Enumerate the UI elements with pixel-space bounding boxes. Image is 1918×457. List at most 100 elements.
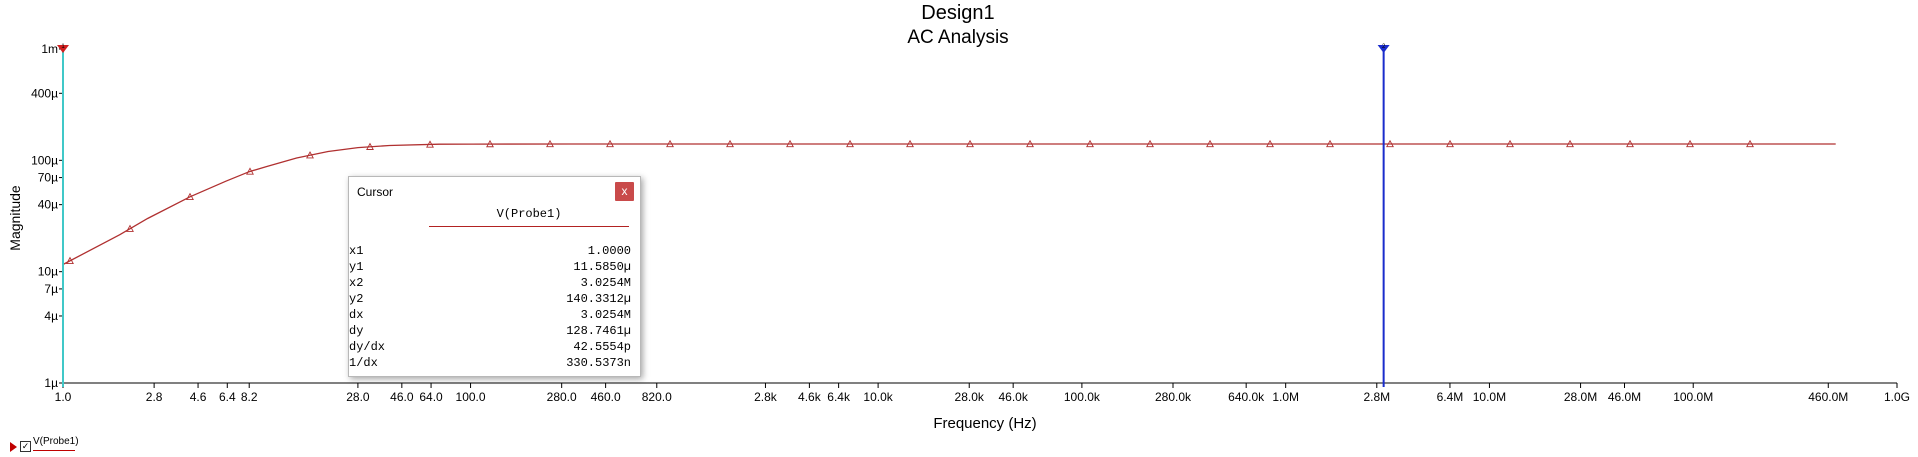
data-point-marker	[666, 139, 674, 148]
x-tick-label: 640.0k	[1228, 390, 1265, 404]
x-tick-label: 100.0	[456, 390, 486, 404]
x-tick-label: 4.6k	[798, 390, 822, 404]
cursor-row-value: 42.5554p	[573, 340, 631, 354]
cursor-row-dy: dy 128.7461µ	[349, 324, 631, 340]
data-point-marker	[726, 139, 734, 148]
plot-axes	[62, 49, 1897, 384]
data-point-marker	[486, 139, 494, 148]
cursor-row-1-dx: 1/dx 330.5373n	[349, 356, 631, 372]
x-tick-label: 6.4	[219, 390, 236, 404]
x-tick-label: 28.0k	[955, 390, 985, 404]
data-point-marker	[246, 167, 254, 175]
data-point-marker	[1206, 139, 1214, 148]
data-point-marker	[1686, 139, 1694, 148]
cursor-panel[interactable]: Cursor x V(Probe1) x1 1.0000 y1 11.5850µ x2 3…	[348, 176, 641, 377]
x-tick-label: 1.0G	[1884, 390, 1910, 404]
cursor-row-value: 3.0254M	[580, 276, 631, 290]
data-point-marker	[606, 139, 614, 148]
data-point-marker	[1266, 139, 1274, 148]
data-point-marker	[366, 142, 374, 150]
y-tick-label: 70µ	[38, 171, 58, 185]
data-point-marker	[1446, 139, 1454, 148]
legend-label: V(Probe1)	[33, 436, 79, 447]
x-tick-label: 6.4M	[1437, 390, 1464, 404]
legend-checkbox[interactable]: ✓	[20, 441, 31, 452]
x-tick-label: 10.0k	[863, 390, 893, 404]
cursor-row-value: 140.3312µ	[566, 292, 631, 306]
data-point-marker	[546, 139, 554, 148]
x-tick-label: 2.8M	[1363, 390, 1390, 404]
x-tick-label: 46.0	[390, 390, 414, 404]
y-tick-label: 100µ	[31, 153, 58, 167]
cursor-row-label: dy	[349, 324, 364, 338]
column-underline	[429, 226, 629, 227]
cursor-row-value: 11.5850µ	[573, 260, 631, 274]
cursor-row-label: y1	[349, 260, 364, 274]
x-tick-label: 46.0k	[998, 390, 1028, 404]
cursor-1-handle-icon[interactable]	[57, 45, 69, 53]
cursor-row-x2: x2 3.0254M	[349, 276, 631, 292]
x-tick-label: 100.0k	[1064, 390, 1101, 404]
data-point-marker	[786, 139, 794, 148]
cursor-2-handle-icon[interactable]	[1377, 45, 1390, 53]
legend-line-sample	[33, 450, 75, 451]
x-axis-ticks: 1.0 2.8 4.6 6.4 8.2 28.0 46.0 64.0 100.0 280.0 460…	[55, 383, 1910, 404]
y-axis-label: Magnitude	[7, 185, 23, 251]
x-tick-label: 460.0M	[1808, 390, 1848, 404]
cursor-row-value: 1.0000	[587, 244, 631, 258]
data-point-marker	[66, 256, 74, 264]
y-axis-ticks: 1µ 4µ 7µ 10µ 40µ 70µ 100µ 400µ 1m	[31, 42, 63, 390]
cursor-row-y2: y2 140.3312µ	[349, 292, 631, 308]
x-tick-label: 46.0M	[1608, 390, 1641, 404]
cursor-2-id: 2	[1382, 44, 1386, 50]
series-line-v-probe1	[62, 143, 1836, 266]
legend-marker-icon	[10, 442, 17, 452]
x-tick-label: 64.0	[419, 390, 443, 404]
x-tick-label: 2.8	[146, 390, 163, 404]
data-point-marker	[1086, 139, 1094, 148]
cursor-row-label: x2	[349, 276, 364, 290]
x-tick-label: 8.2	[241, 390, 258, 404]
data-point-marker	[1026, 139, 1034, 148]
data-point-marker	[1386, 139, 1394, 148]
cursor-row-value: 128.7461µ	[566, 324, 631, 338]
cursor-column-header: V(Probe1)	[496, 207, 562, 221]
x-tick-label: 1.0	[55, 390, 72, 404]
cursor-row-label: y2	[349, 292, 364, 306]
x-tick-label: 6.4k	[827, 390, 851, 404]
data-point-marker	[1746, 139, 1754, 148]
x-tick-label: 100.0M	[1673, 390, 1713, 404]
data-point-marker	[966, 139, 974, 148]
x-axis-label: Frequency (Hz)	[933, 415, 1036, 432]
legend[interactable]: ✓ V(Probe1)	[8, 432, 88, 454]
x-tick-label: 280.0k	[1155, 390, 1192, 404]
x-tick-label: 2.8k	[754, 390, 778, 404]
chart-title: Design1	[921, 2, 994, 24]
x-tick-label: 820.0	[642, 390, 672, 404]
cursor-row-label: dx	[349, 308, 364, 322]
data-point-marker	[306, 151, 314, 159]
series-layer	[62, 139, 1836, 266]
x-tick-label: 280.0	[547, 390, 577, 404]
data-point-marker	[1326, 139, 1334, 148]
chart-subtitle: AC Analysis	[907, 27, 1008, 48]
cursor-row-value: 3.0254M	[580, 308, 631, 322]
x-tick-label: 28.0	[346, 390, 370, 404]
x-tick-label: 10.0M	[1473, 390, 1506, 404]
cursor-row-label: x1	[349, 244, 364, 258]
data-point-marker	[1506, 139, 1514, 148]
y-tick-label: 40µ	[38, 198, 58, 212]
y-tick-label: 4µ	[44, 309, 58, 323]
y-tick-label: 1µ	[44, 376, 58, 390]
close-button[interactable]: x	[615, 182, 634, 201]
cursor-panel-title: Cursor	[357, 185, 394, 199]
x-tick-label: 460.0	[591, 390, 621, 404]
x-tick-label: 28.0M	[1564, 390, 1597, 404]
y-tick-label: 10µ	[38, 265, 58, 279]
y-tick-label: 7µ	[44, 282, 58, 296]
x-tick-label: 1.0M	[1272, 390, 1299, 404]
y-tick-label: 400µ	[31, 86, 58, 100]
x-tick-label: 4.6	[190, 390, 207, 404]
